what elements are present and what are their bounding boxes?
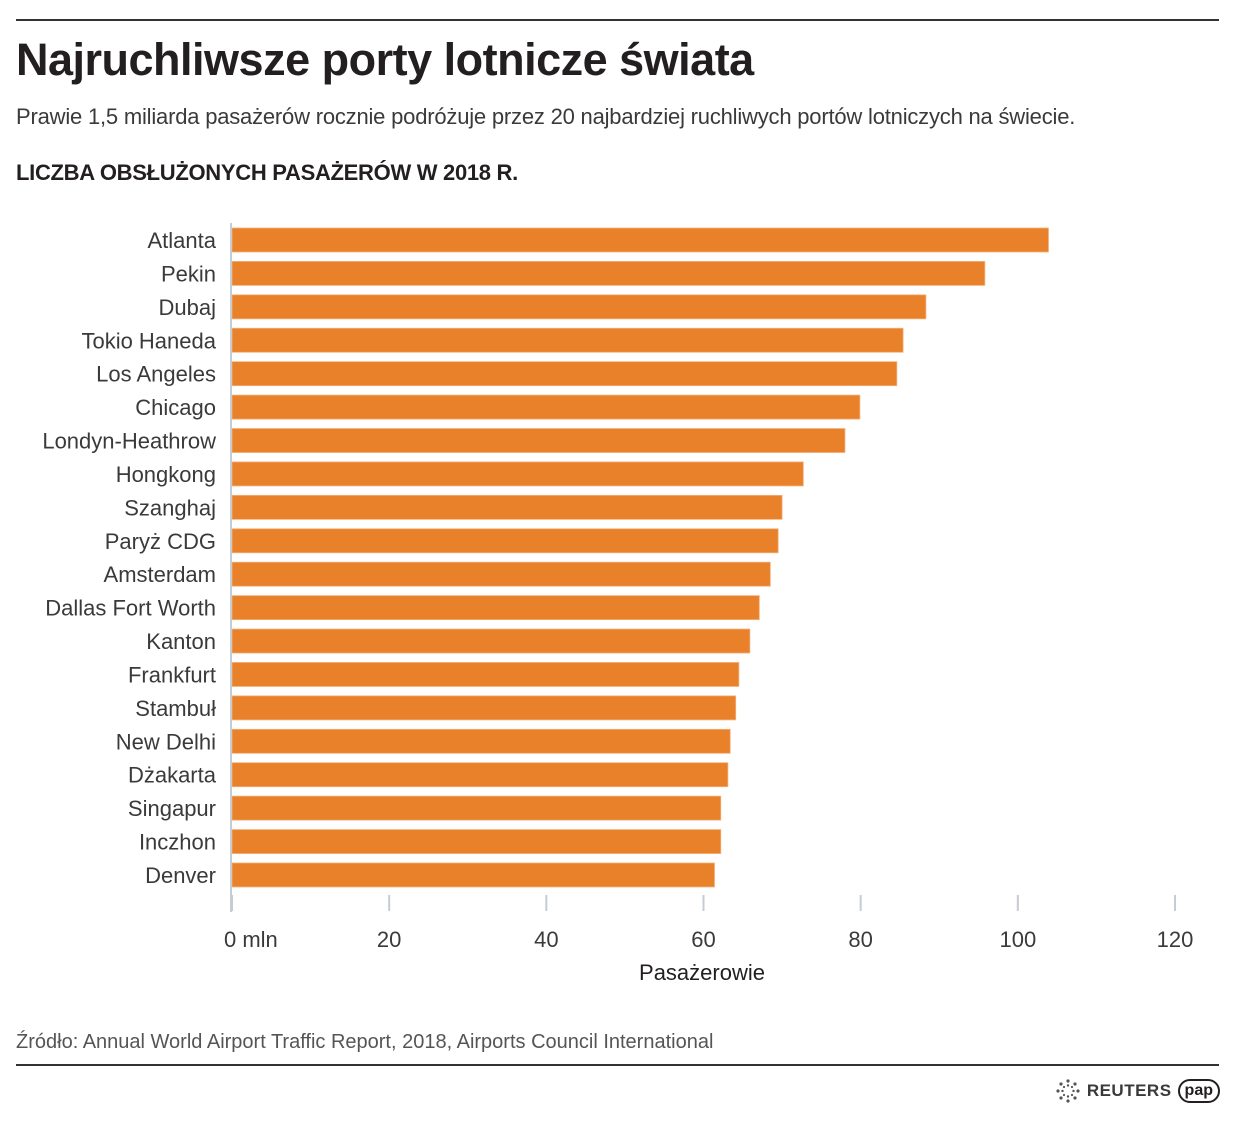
top-rule — [16, 19, 1219, 21]
reuters-dot-circle-icon — [1056, 1079, 1080, 1103]
bar-szanghaj — [231, 494, 783, 520]
x-tick-label: 100 — [999, 927, 1036, 952]
x-tick-label: 120 — [1157, 927, 1194, 952]
bar-kanton — [231, 628, 751, 654]
category-label: Inczhon — [139, 830, 216, 855]
bar-paryż-cdg — [231, 528, 779, 554]
source-note: Źródło: Annual World Airport Traffic Rep… — [16, 1031, 714, 1053]
bar-hongkong — [231, 461, 804, 487]
bottom-rule — [16, 1064, 1219, 1066]
category-labels-group: Atlanta Pekin Dubaj Tokio Haneda Los Angeles… — [42, 228, 216, 888]
pap-logo: pap — [1177, 1079, 1220, 1103]
category-label: Amsterdam — [104, 562, 216, 587]
category-label: Chicago — [135, 395, 216, 420]
chart-title: Najruchliwsze porty lotnicze świata — [16, 34, 754, 85]
bar-dallas-fort-worth — [231, 595, 760, 621]
category-label: Frankfurt — [128, 662, 216, 687]
bar-amsterdam — [231, 561, 771, 587]
bar-dubaj — [231, 294, 927, 320]
chart-subtitle: Prawie 1,5 miliarda pasażerów rocznie po… — [16, 104, 1076, 129]
category-label: Hongkong — [116, 462, 216, 487]
category-label: Atlanta — [148, 228, 217, 253]
category-label: Paryż CDG — [105, 529, 216, 554]
bar-tokio-haneda — [231, 327, 904, 353]
section-title: LICZBA OBSŁUŻONYCH PASAŻERÓW W 2018 R. — [16, 160, 518, 185]
category-label: Stambuł — [135, 696, 216, 721]
logos: REUTERS pap — [1055, 1078, 1220, 1104]
bar-stambuł — [231, 695, 737, 721]
category-label: Tokio Haneda — [81, 328, 216, 353]
bar-new-delhi — [231, 728, 731, 754]
x-tick-label: 60 — [691, 927, 715, 952]
category-label: Pekin — [161, 261, 216, 286]
x-ticks-group: 0 mln 20 40 60 80 100 120 — [224, 895, 1193, 952]
bar-atlanta — [231, 227, 1049, 253]
bar-chart: Atlanta Pekin Dubaj Tokio Haneda Los Angeles… — [42, 223, 1193, 985]
bar-los-angeles — [231, 361, 898, 387]
x-tick-label: 80 — [848, 927, 872, 952]
category-label: New Delhi — [116, 729, 216, 754]
bar-frankfurt — [231, 662, 740, 687]
bar-londyn-heathrow — [231, 428, 846, 453]
category-label: Londyn-Heathrow — [42, 429, 216, 454]
bar-chicago — [231, 394, 861, 420]
category-label: Dżakarta — [128, 763, 217, 788]
x-axis-title: Pasażerowie — [639, 960, 765, 985]
bar-dżakarta — [231, 762, 729, 788]
category-label: Dallas Fort Worth — [45, 596, 216, 621]
category-label: Los Angeles — [96, 362, 216, 387]
x-tick-label: 40 — [534, 927, 558, 952]
category-label: Denver — [145, 863, 216, 888]
bar-inczhon — [231, 829, 722, 854]
category-label: Kanton — [146, 629, 216, 654]
reuters-logo-text: REUTERS — [1086, 1081, 1172, 1100]
bar-singapur — [231, 795, 722, 821]
bars-group — [231, 227, 1049, 888]
bar-denver — [231, 862, 715, 888]
category-label: Singapur — [128, 796, 216, 821]
bar-pekin — [231, 261, 986, 286]
x-tick-label: 20 — [377, 927, 401, 952]
category-label: Szanghaj — [124, 495, 216, 520]
category-label: Dubaj — [159, 295, 216, 320]
x-tick-label: 0 mln — [224, 927, 278, 952]
